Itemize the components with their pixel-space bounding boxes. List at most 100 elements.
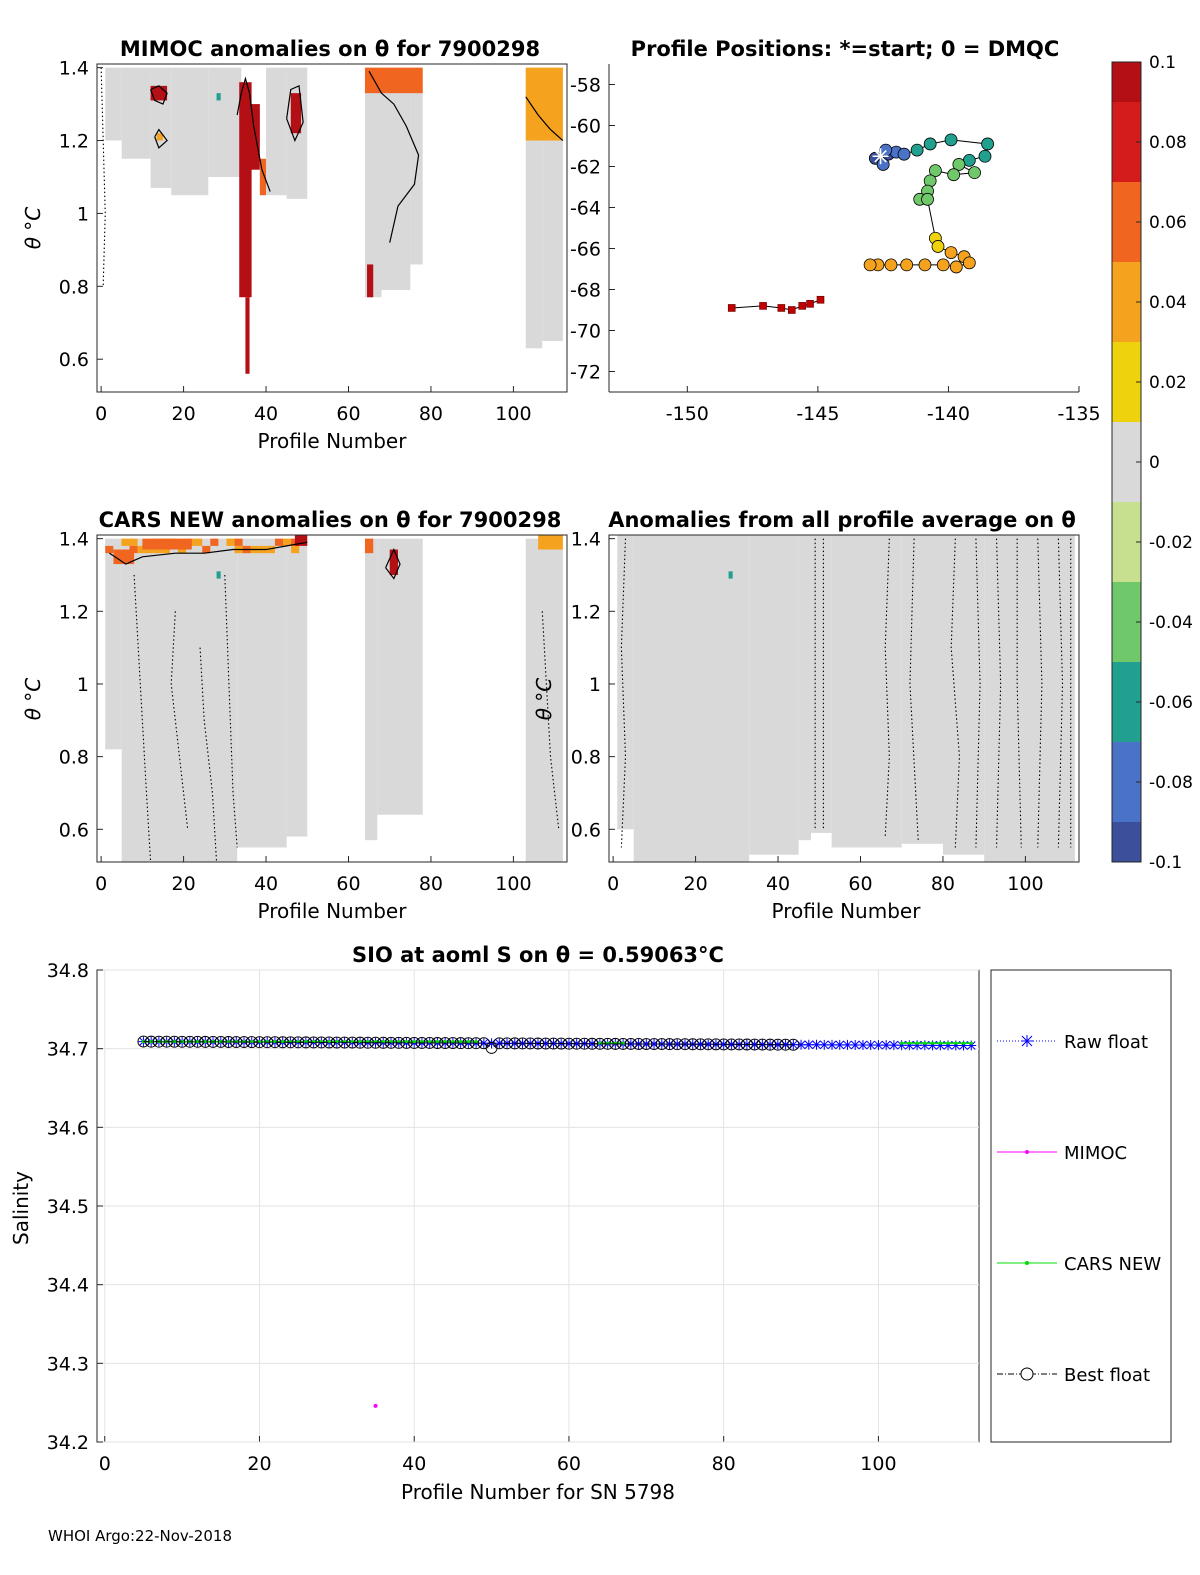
x-tick-label: 40 xyxy=(254,873,278,895)
y-tick-label: -60 xyxy=(570,116,601,138)
y-tick-label: -58 xyxy=(570,75,601,97)
dmqc-position-point xyxy=(727,304,736,312)
axes-background xyxy=(609,64,1079,392)
legend-label: MIMOC xyxy=(1064,1143,1127,1164)
colorbar-segment xyxy=(1112,522,1141,543)
x-tick-label: -135 xyxy=(1057,403,1100,425)
allavg-plot: 0 20 40 60 80 100 0.6 0.8 1 1.2 1.4 xyxy=(571,529,1080,895)
dmqc-position-point xyxy=(777,304,786,312)
raw-float-point xyxy=(695,1039,706,1050)
legend-label: Raw float xyxy=(1064,1032,1148,1053)
colorbar-segment xyxy=(1112,322,1141,343)
best-float-point xyxy=(439,1037,452,1049)
raw-float-point xyxy=(494,1038,505,1049)
colorbar-tick-label: 0.08 xyxy=(1149,133,1187,153)
best-float-point xyxy=(230,1036,243,1048)
colorbar-tick-label: 0.04 xyxy=(1149,293,1187,313)
background-cell xyxy=(105,538,122,750)
raw-float-point xyxy=(563,1038,574,1049)
legend-label: CARS NEW xyxy=(1064,1254,1161,1275)
allavg-title: Anomalies from all profile average on θ xyxy=(608,508,1076,532)
background-cell xyxy=(121,538,238,862)
best-float-point xyxy=(609,1037,622,1050)
x-tick-label: 80 xyxy=(931,873,955,895)
best-float-point xyxy=(570,1037,583,1050)
raw-float-point xyxy=(803,1039,814,1050)
background-cell xyxy=(364,67,382,298)
profile-position-point xyxy=(897,147,911,161)
anomaly-cell xyxy=(216,571,221,579)
raw-float-point xyxy=(478,1038,489,1049)
best-float-point xyxy=(733,1038,746,1051)
colorbar-segment xyxy=(1112,562,1141,583)
raw-float-point xyxy=(958,1040,969,1051)
mimoc-plot: 0 20 40 60 80 100 0.6 0.8 1 1.2 1.4 xyxy=(59,58,568,425)
raw-float-point xyxy=(873,1040,884,1051)
best-float-point xyxy=(516,1037,529,1050)
best-float-point xyxy=(748,1038,761,1051)
best-float-point xyxy=(377,1036,390,1049)
contour-line xyxy=(541,611,560,830)
best-float-point xyxy=(346,1036,359,1049)
best-float-point xyxy=(207,1035,220,1048)
y-tick-label: 34.7 xyxy=(47,1039,89,1061)
y-tick-label: 0.6 xyxy=(571,819,601,841)
y-tick-label: -68 xyxy=(570,280,601,302)
legend-raw-marker xyxy=(1021,1035,1033,1047)
profile-position-point xyxy=(981,137,995,151)
contour-line xyxy=(975,538,981,848)
cars-new-point xyxy=(946,1041,950,1045)
best-float-point xyxy=(330,1036,343,1049)
contour-line xyxy=(100,67,106,287)
best-float-point xyxy=(408,1036,421,1049)
best-float-point xyxy=(299,1036,312,1049)
anomaly-cell xyxy=(290,93,302,134)
raw-float-point xyxy=(718,1039,729,1050)
y-tick-label: 34.3 xyxy=(47,1353,89,1375)
colorbar-segment xyxy=(1112,442,1141,463)
colorbar-segment xyxy=(1112,182,1141,203)
anomaly-cell xyxy=(245,297,250,374)
colorbar-segment xyxy=(1112,622,1141,643)
anomaly-cell xyxy=(294,535,308,546)
best-float-line xyxy=(143,1041,794,1049)
best-float-point xyxy=(717,1038,730,1051)
best-float-point xyxy=(663,1038,676,1051)
colorbar-tick-label: 0.06 xyxy=(1149,213,1187,233)
x-tick-label: 0 xyxy=(95,403,107,425)
raw-float-point xyxy=(780,1039,791,1050)
colorbar-segment xyxy=(1112,302,1141,323)
salinity-legend: Raw float MIMOC CARS NEW Best float xyxy=(990,969,1172,1443)
best-float-point xyxy=(679,1038,691,1051)
x-tick-label: 60 xyxy=(336,403,360,425)
anomaly-cell xyxy=(105,545,114,554)
y-tick-label: 34.5 xyxy=(47,1196,89,1218)
best-float-point xyxy=(756,1038,769,1051)
x-tick-label: 20 xyxy=(171,873,195,895)
best-float-point xyxy=(253,1036,266,1049)
cars-new-point xyxy=(404,1039,409,1044)
x-tick-label: 0 xyxy=(99,1453,111,1475)
background-cell xyxy=(942,535,985,855)
best-float-point xyxy=(740,1038,753,1051)
mimoc-title: MIMOC anomalies on θ for 7900298 xyxy=(120,37,540,61)
y-tick-label: 1.2 xyxy=(571,601,601,623)
contour-line xyxy=(154,128,168,149)
dmqc-position-point xyxy=(798,302,807,310)
best-float-point xyxy=(361,1036,374,1049)
legend-marker xyxy=(1025,1150,1029,1154)
background-cell xyxy=(798,535,812,841)
best-float-point xyxy=(632,1038,645,1050)
y-tick-label: -72 xyxy=(570,362,601,384)
best-float-point xyxy=(400,1036,413,1049)
best-float-point xyxy=(160,1035,173,1048)
profile-position-point xyxy=(936,258,950,272)
anomaly-cell xyxy=(234,538,243,546)
contour-line xyxy=(525,96,564,141)
colorbar-segment xyxy=(1112,762,1141,783)
colorbar-segment xyxy=(1112,62,1141,83)
best-float-point xyxy=(431,1037,444,1049)
colorbar-segment xyxy=(1112,222,1141,243)
raw-float-point xyxy=(865,1040,876,1051)
y-tick-label: 0.6 xyxy=(59,819,89,841)
